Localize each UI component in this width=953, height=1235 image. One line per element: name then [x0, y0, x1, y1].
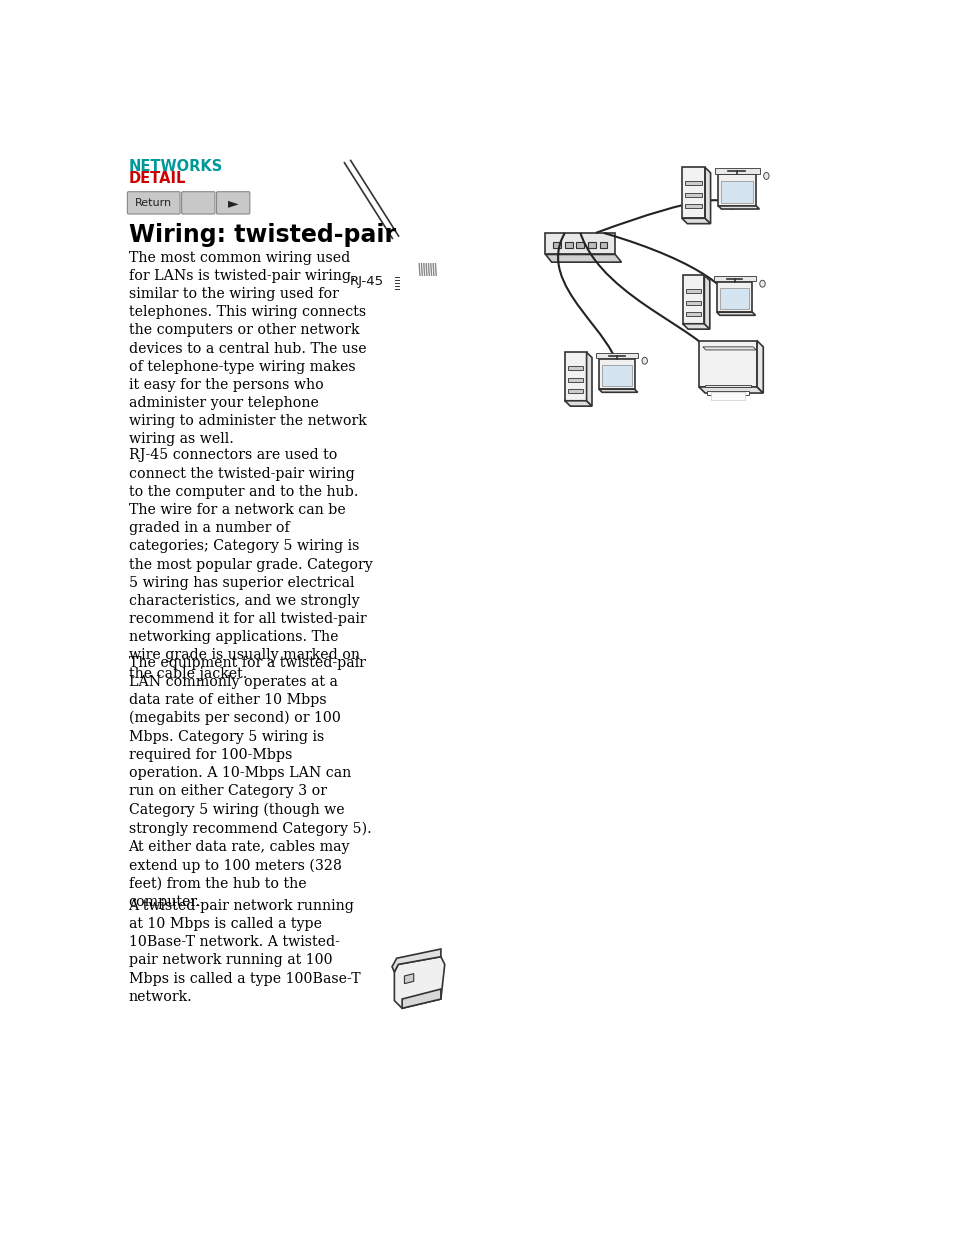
- Polygon shape: [598, 389, 637, 393]
- Polygon shape: [392, 948, 440, 972]
- Text: DETAIL: DETAIL: [129, 172, 186, 186]
- Polygon shape: [718, 206, 759, 209]
- Polygon shape: [682, 324, 709, 330]
- Text: ►: ►: [228, 196, 238, 210]
- Text: The equipment for a twisted-pair
LAN commonly operates at a
data rate of either : The equipment for a twisted-pair LAN com…: [129, 656, 371, 909]
- Polygon shape: [716, 312, 755, 315]
- Bar: [567, 378, 583, 382]
- Polygon shape: [699, 341, 757, 387]
- Bar: [713, 275, 756, 282]
- Polygon shape: [564, 401, 592, 406]
- Bar: [553, 242, 560, 248]
- Polygon shape: [598, 359, 634, 389]
- Bar: [567, 366, 583, 370]
- Bar: [587, 242, 596, 248]
- Polygon shape: [757, 341, 762, 393]
- Text: NETWORKS: NETWORKS: [129, 159, 223, 174]
- Bar: [685, 312, 700, 316]
- Text: RJ-45 connectors are used to
connect the twisted-pair wiring
to the computer and: RJ-45 connectors are used to connect the…: [129, 448, 372, 680]
- Polygon shape: [545, 233, 615, 254]
- FancyBboxPatch shape: [181, 191, 214, 214]
- Polygon shape: [699, 387, 762, 393]
- Ellipse shape: [641, 357, 647, 364]
- Bar: [684, 205, 701, 209]
- Text: Wiring: twisted-pair: Wiring: twisted-pair: [129, 222, 395, 247]
- Bar: [576, 242, 583, 248]
- Text: A twisted-pair network running
at 10 Mbps is called a type
10Base-T network. A t: A twisted-pair network running at 10 Mbp…: [129, 899, 360, 1004]
- Polygon shape: [704, 168, 710, 224]
- Polygon shape: [702, 347, 756, 350]
- Polygon shape: [704, 384, 750, 387]
- Polygon shape: [564, 352, 586, 401]
- Bar: [684, 182, 701, 185]
- Bar: [720, 180, 753, 203]
- Ellipse shape: [759, 280, 764, 288]
- Bar: [684, 193, 701, 196]
- FancyBboxPatch shape: [216, 191, 250, 214]
- Polygon shape: [394, 957, 444, 1008]
- Bar: [710, 393, 744, 400]
- Polygon shape: [681, 168, 704, 219]
- Text: RJ-45: RJ-45: [350, 275, 384, 288]
- Polygon shape: [681, 219, 710, 224]
- Polygon shape: [716, 282, 752, 312]
- Bar: [715, 168, 760, 174]
- Bar: [685, 289, 700, 293]
- Bar: [685, 300, 700, 305]
- FancyBboxPatch shape: [128, 191, 180, 214]
- Bar: [596, 353, 638, 358]
- Polygon shape: [703, 275, 709, 330]
- Polygon shape: [586, 352, 592, 406]
- Polygon shape: [545, 254, 620, 262]
- Bar: [720, 288, 748, 309]
- Bar: [567, 389, 583, 393]
- Text: Return: Return: [135, 198, 172, 207]
- Text: The most common wiring used
for LANs is twisted-pair wiring,
similar to the wiri: The most common wiring used for LANs is …: [129, 251, 366, 446]
- Polygon shape: [402, 989, 440, 1008]
- Ellipse shape: [762, 173, 768, 179]
- Polygon shape: [404, 973, 414, 983]
- Bar: [706, 390, 748, 395]
- Polygon shape: [682, 275, 703, 324]
- Bar: [564, 242, 572, 248]
- Bar: [599, 242, 607, 248]
- Polygon shape: [718, 174, 756, 206]
- Bar: [601, 366, 631, 387]
